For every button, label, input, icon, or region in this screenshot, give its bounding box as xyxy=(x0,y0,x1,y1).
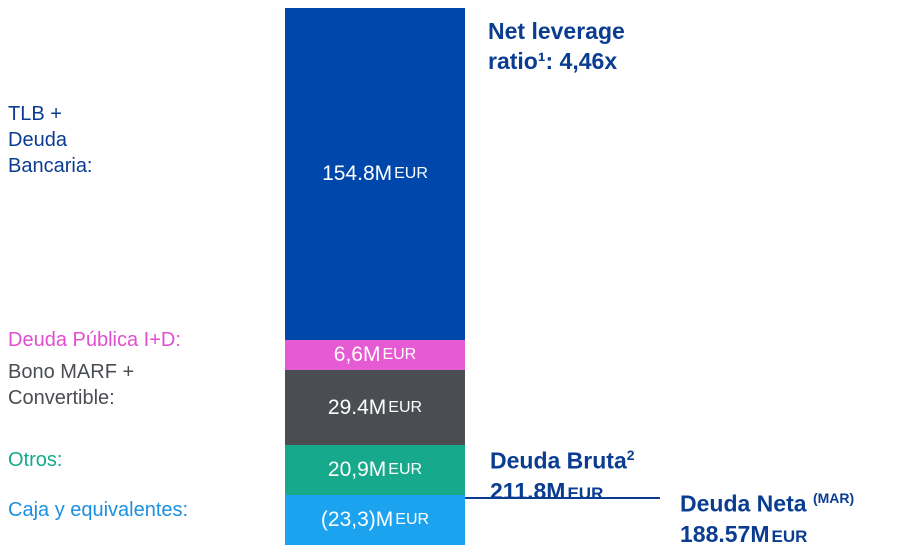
bar-segment: (23,3)M EUR xyxy=(285,495,465,545)
segment-amount: (23,3)M xyxy=(320,508,394,531)
segment-amount: 154.8M xyxy=(322,162,393,185)
net-unit: EUR xyxy=(771,526,808,546)
label-line: Deuda Pública I+D: xyxy=(8,329,181,351)
bar-segment: 6,6M EUR xyxy=(285,340,465,370)
segment-unit: EUR xyxy=(382,346,417,363)
segment-amount: 6,6M xyxy=(333,343,381,366)
label-line: Convertible: xyxy=(8,387,115,409)
gross-unit: EUR xyxy=(567,483,604,503)
gross-debt: Deuda Bruta2 211.8M EUR xyxy=(490,440,635,509)
label-line: Deuda xyxy=(8,129,67,151)
gross-sup: 2 xyxy=(626,447,635,463)
leverage-line: Net leverage xyxy=(488,18,625,44)
label-line: Caja y equivalentes: xyxy=(8,499,189,521)
segment-label: Otros: xyxy=(8,447,62,473)
leverage: Net leverage ratio¹: 4,46x xyxy=(488,16,625,76)
net-sup: (MAR) xyxy=(812,490,855,506)
leverage-line: ratio¹: 4,46x xyxy=(488,48,618,74)
net-debt: Deuda Neta (MAR) 188.57M EUR xyxy=(680,483,854,552)
gross-title: Deuda Bruta xyxy=(490,447,627,474)
segment-label: TLB + Deuda Bancaria: xyxy=(8,101,93,179)
segment-label: Bono MARF + Convertible: xyxy=(8,359,134,411)
segment-amount: 20,9M xyxy=(327,458,387,481)
segment-unit: EUR xyxy=(388,461,423,478)
segment-amount: 29.4M xyxy=(327,395,387,419)
segment-unit: EUR xyxy=(388,398,423,416)
segment-unit: EUR xyxy=(394,165,428,182)
segment-label: Deuda Pública I+D: xyxy=(8,327,181,353)
bar-segment: 29.4M EUR xyxy=(285,370,465,445)
label-line: Otros: xyxy=(8,449,63,471)
segment-label: Caja y equivalentes: xyxy=(8,497,188,523)
label-line: TLB + xyxy=(8,103,62,125)
net-title: Deuda Neta xyxy=(680,490,807,517)
label-line: Bancaria: xyxy=(8,155,93,177)
gross-amount: 211.8M xyxy=(490,477,566,504)
divider xyxy=(465,497,660,499)
bar-segment: 20,9M EUR xyxy=(285,445,465,495)
segment-unit: EUR xyxy=(395,511,430,528)
label-line: Bono MARF + xyxy=(8,361,135,383)
bar-segment: 154.8M EUR xyxy=(285,8,465,340)
net-amount: 188.57M xyxy=(680,520,770,547)
